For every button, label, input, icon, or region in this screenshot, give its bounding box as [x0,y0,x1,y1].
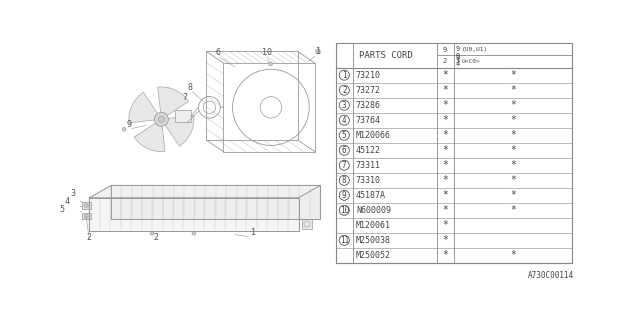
Text: *: * [510,160,516,170]
Bar [175,110,191,122]
Text: 2: 2 [443,58,447,64]
Text: 73311: 73311 [356,161,381,170]
Bar [81,203,91,209]
Bar [81,213,91,219]
Text: 9: 9 [443,47,447,53]
Text: *: * [442,85,448,95]
Text: *: * [510,190,516,200]
Text: 9: 9 [127,120,131,129]
Polygon shape [111,186,320,219]
Text: 1: 1 [342,71,347,80]
Text: *: * [510,250,516,260]
Circle shape [158,116,164,122]
Text: U<C0>: U<C0> [461,59,480,64]
Text: 4: 4 [342,116,347,125]
Text: *: * [510,115,516,125]
Text: *: * [442,145,448,155]
Text: *: * [510,130,516,140]
Text: *: * [442,220,448,230]
Text: *: * [510,70,516,80]
Text: PARTS CORD: PARTS CORD [359,51,413,60]
Text: 4: 4 [65,197,70,206]
Text: 9: 9 [342,191,347,200]
Polygon shape [90,186,320,198]
Text: *: * [442,250,448,260]
Text: 1: 1 [316,47,321,56]
Text: *: * [442,190,448,200]
Text: 11: 11 [340,236,349,245]
Text: 4: 4 [456,61,460,67]
Text: M250038: M250038 [356,236,391,245]
Bar [336,43,572,263]
Text: 6: 6 [216,48,221,57]
Text: (U0,U1): (U0,U1) [461,47,488,52]
Text: 9: 9 [456,53,460,59]
Text: *: * [442,115,448,125]
Bar [303,219,312,228]
Text: *: * [442,205,448,215]
Text: 1: 1 [250,228,255,237]
Circle shape [55,196,58,199]
Circle shape [58,212,61,215]
Text: 73272: 73272 [356,86,381,95]
Text: 8: 8 [188,84,193,92]
Circle shape [122,127,126,131]
Text: 73286: 73286 [356,101,381,110]
Text: 5: 5 [342,131,347,140]
Text: *: * [510,85,516,95]
Text: 8: 8 [342,176,347,185]
Text: 3: 3 [70,189,75,198]
Text: 2: 2 [86,233,92,242]
Text: 10: 10 [262,48,272,57]
Text: *: * [510,175,516,185]
Text: A730C00114: A730C00114 [528,271,575,280]
Text: 3: 3 [342,101,347,110]
Text: 7: 7 [342,161,347,170]
Polygon shape [165,116,194,146]
Text: 45122: 45122 [356,146,381,155]
Circle shape [154,112,168,126]
Circle shape [192,231,196,235]
Text: 9: 9 [456,55,460,61]
Text: M120066: M120066 [356,131,391,140]
Circle shape [57,204,60,207]
Text: M250052: M250052 [356,251,391,260]
Circle shape [150,231,154,235]
Text: 2: 2 [342,86,347,95]
Polygon shape [157,87,189,116]
Text: 6: 6 [342,146,347,155]
Circle shape [316,49,320,54]
Text: 2: 2 [154,233,159,242]
Polygon shape [134,123,165,152]
Circle shape [84,214,88,218]
Text: 3: 3 [456,58,460,64]
Circle shape [84,204,88,207]
Text: 5: 5 [60,205,65,214]
Polygon shape [129,92,157,123]
Text: *: * [510,100,516,110]
Text: 10: 10 [340,206,349,215]
Text: N600009: N600009 [356,206,391,215]
Circle shape [269,62,273,66]
Text: *: * [442,70,448,80]
Text: *: * [510,205,516,215]
Text: *: * [442,160,448,170]
Text: 73764: 73764 [356,116,381,125]
Text: M120061: M120061 [356,221,391,230]
Text: 9: 9 [456,46,460,52]
Text: *: * [442,100,448,110]
Text: 7: 7 [182,92,188,102]
Text: *: * [442,130,448,140]
Polygon shape [90,198,298,231]
Text: 73310: 73310 [356,176,381,185]
Text: *: * [510,145,516,155]
Text: *: * [442,235,448,245]
Text: 73210: 73210 [356,71,381,80]
Text: *: * [442,175,448,185]
Text: 45187A: 45187A [356,191,386,200]
